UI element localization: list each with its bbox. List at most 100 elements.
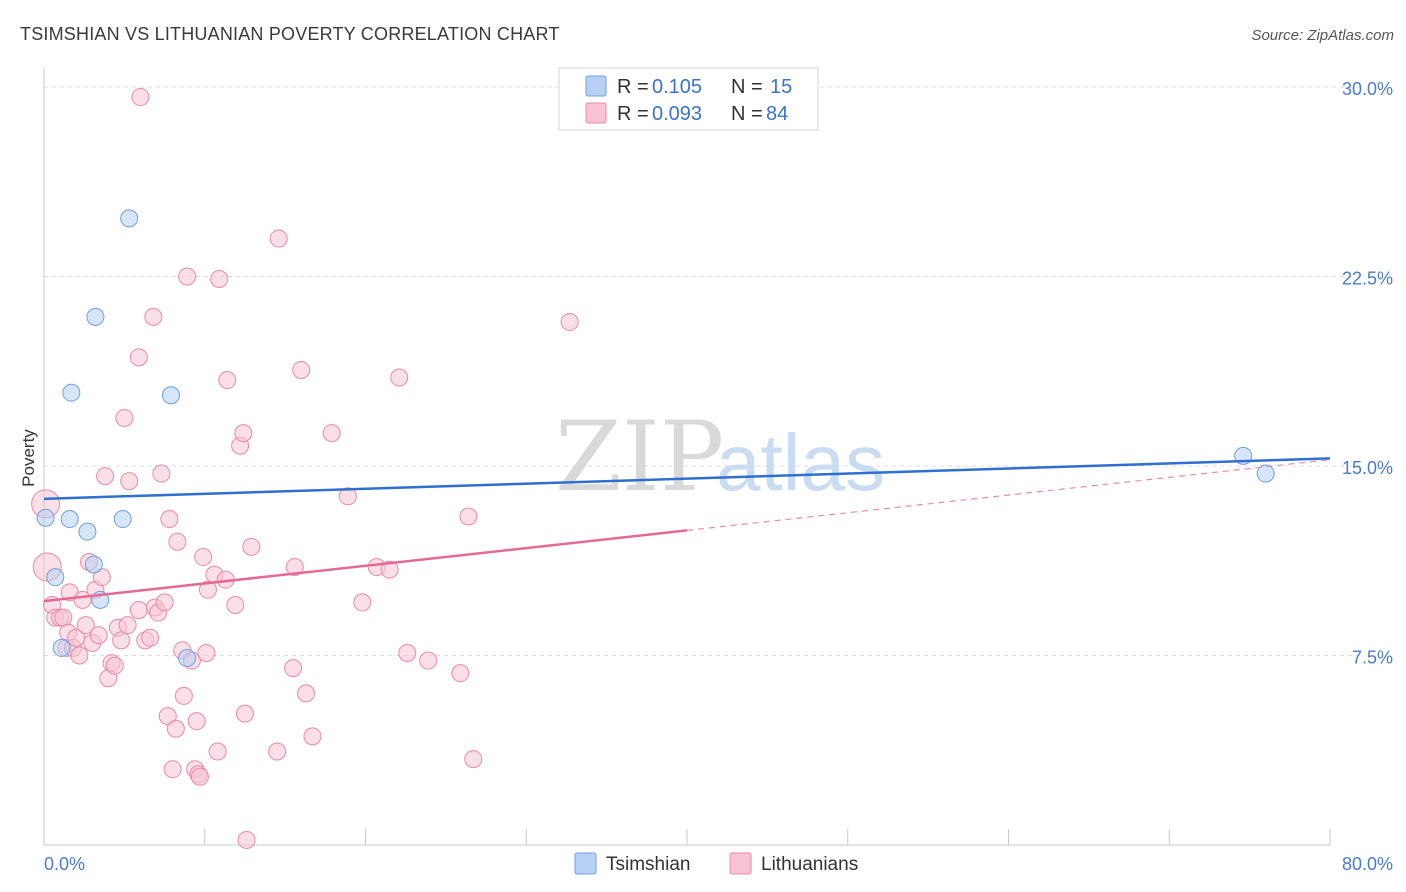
lithuanians-point-58 [218,371,237,390]
lithuanians-point-30 [131,88,150,107]
tsimshian-point-14 [1256,464,1275,483]
legend-box: R = 0.105 N = 15 R = 0.093 N = 84 [558,67,819,131]
lithuanians-point-18 [92,568,111,587]
lithuanians-point-73 [338,487,357,506]
legend-r-value-tsimshian: 0.105 [652,76,702,98]
lithuanians-point-42 [168,532,187,551]
tsimshian-point-11 [161,386,180,405]
lithuanians-point-69 [292,360,311,379]
legend-r-value-lithuanians: 0.093 [652,103,702,125]
legend-n-label-lithuanians: N = [731,103,763,125]
bottom-legend-swatch-tsimshian [574,852,597,875]
y-tick-label-3: 30.0% [1342,79,1393,99]
lithuanians-point-38 [158,707,177,726]
lithuanians-point-29 [129,601,148,620]
lithuanians-point-55 [208,742,227,761]
legend-swatch-tsimshian [585,75,607,97]
lithuanians-point-32 [141,628,160,647]
bottom-legend-swatch-lithuanians [729,852,752,875]
lithuanians-point-53 [198,580,217,599]
legend-r-label-tsimshian: R = [617,76,649,98]
legend-n-value-tsimshian: 15 [770,76,792,98]
watermark-atlas: atlas [716,418,885,507]
lithuanians-point-41 [166,719,185,738]
lithuanians-point-24 [112,631,131,650]
lithuanians-point-64 [242,537,261,556]
lithuanians-point-40 [163,760,182,779]
lithuanians-point-13 [76,616,95,635]
tsimshian-point-4 [62,383,81,402]
lithuanians-point-63 [237,830,256,849]
lithuanians-point-68 [285,558,304,577]
lithuanians-point-70 [297,684,316,703]
trend-line-tsimshian [43,457,1331,501]
legend-swatch-lithuanians [585,102,607,124]
tsimshian-point-7 [86,307,105,326]
y-tick-label-1: 15.0% [1342,458,1393,478]
lithuanians-point-5 [54,608,73,627]
tsimshian-point-10 [120,209,139,228]
lithuanians-point-61 [234,424,253,443]
lithuanians-point-74 [353,593,372,612]
lithuanians-point-83 [560,312,579,331]
tsimshian-point-2 [52,638,71,657]
legend-n-label-tsimshian: N = [731,76,763,98]
lithuanians-point-76 [380,560,399,579]
y-tick-label-0: 7.5% [1352,647,1393,667]
lithuanians-point-22 [105,656,124,675]
legend-n-value-lithuanians: 84 [766,103,788,125]
lithuanians-point-82 [464,750,483,769]
bottom-legend-label-tsimshian: Tsimshian [606,854,690,875]
trend-line-lithuanians [43,529,688,603]
lithuanians-point-11 [70,646,89,665]
lithuanians-point-44 [174,686,193,705]
lithuanians-point-65 [268,742,287,761]
tsimshian-point-5 [78,522,97,541]
lithuanians-point-50 [190,767,209,786]
lithuanians-point-25 [115,408,134,427]
tsimshian-point-9 [113,510,132,529]
lithuanians-point-78 [398,643,417,662]
tsimshian-point-1 [46,568,65,587]
y-tick-label-2: 22.5% [1342,268,1393,288]
lithuanians-point-81 [459,507,478,526]
lithuanians-point-56 [210,269,229,288]
lithuanians-point-79 [419,651,438,670]
chart-source: Source: ZipAtlas.com [1251,27,1394,44]
lithuanians-point-17 [89,626,108,645]
y-axis-label: Poverty [19,429,38,487]
lithuanians-point-10 [67,628,86,647]
lithuanians-point-28 [129,348,148,367]
watermark: ZIP atlas [555,401,885,513]
tsimshian-point-3 [60,510,79,529]
lithuanians-point-37 [155,593,174,612]
lithuanians-point-77 [390,368,409,387]
y-tick-labels: 7.5% 15.0% 22.5% 30.0% [1342,79,1393,668]
lithuanians-point-19 [96,467,115,486]
x-tick-label-min: 0.0% [44,854,85,874]
lithuanians-point-72 [322,424,341,443]
legend-r-label-lithuanians: R = [617,103,649,125]
lithuanians-point-45 [178,267,197,286]
watermark-zip: ZIP [555,401,724,513]
lithuanians-point-33 [144,307,163,326]
lithuanians-point-59 [226,595,245,614]
lithuanians-point-67 [284,659,303,678]
lithuanians-point-80 [451,664,470,683]
lithuanians-point-36 [152,464,171,483]
series-lithuanians [31,88,579,849]
lithuanians-point-51 [194,547,213,566]
bottom-legend-label-lithuanians: Lithuanians [761,854,858,875]
trend-line-lithuanians-extension [686,459,1331,532]
bottom-legend: Tsimshian Lithuanians [574,852,858,875]
lithuanians-point-52 [197,643,216,662]
tsimshian-point-6 [84,555,103,574]
lithuanians-point-48 [187,712,206,731]
gridlines [44,86,1364,656]
lithuanians-point-71 [303,727,322,746]
x-tick-label-max: 80.0% [1342,854,1393,874]
tsimshian-point-0 [36,508,55,527]
x-ticks [43,829,1331,845]
chart-title: TSIMSHIAN VS LITHUANIAN POVERTY CORRELAT… [20,24,560,44]
